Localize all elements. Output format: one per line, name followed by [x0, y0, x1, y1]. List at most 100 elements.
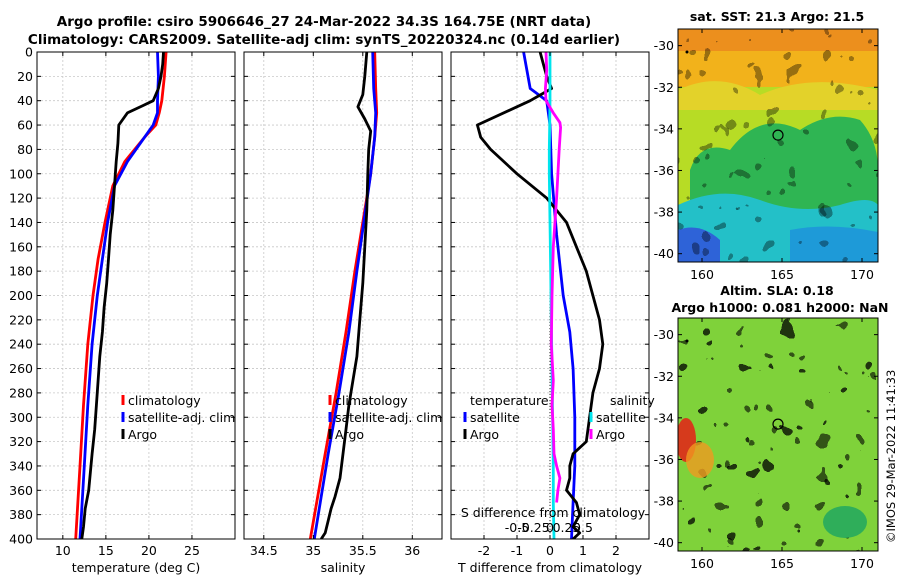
legend-label: climatology — [128, 393, 201, 408]
x-tick-label: 15 — [98, 543, 114, 558]
x-tick-label: 25 — [184, 543, 200, 558]
x-tick-label-top: 0.25 — [553, 520, 581, 535]
y-tick-label: 260 — [9, 361, 33, 376]
sst-map-axes: -30 -32 -34 -36 -38 -40 160 165 170 — [654, 29, 878, 282]
profile-panel-1: 0 20 40 60 80 100 120 140 160 180 200 220 240 260 280 3… — [9, 45, 236, 575]
x-tick-label: 10 — [55, 543, 71, 558]
x-axis-label: T difference from climatology — [457, 560, 643, 575]
y-tick-label: 280 — [9, 385, 33, 400]
x-axis-label: temperature (deg C) — [72, 560, 201, 575]
series-argo — [320, 52, 373, 539]
y-tick-label: 160 — [9, 239, 33, 254]
profile-panel-2: 34.5 35 35.5 36 salinity climatology satellite… — [243, 51, 443, 575]
profile-panel-3: -2 -1 0 1 2 T difference from climatology S di… — [450, 51, 655, 575]
series-argo — [80, 52, 165, 539]
lon-tick-label: 165 — [770, 556, 794, 571]
y-tick-label: 220 — [9, 312, 33, 327]
lat-tick-label: -30 — [654, 327, 674, 342]
sla-map-axes: -30 -32 -34 -36 -38 -40 160 165 170 — [654, 318, 878, 571]
x-tick-label: 34.5 — [250, 543, 278, 558]
legend-label: Argo — [596, 427, 625, 442]
x-tick-label-top: -0.5 — [505, 520, 529, 535]
legend-label: Argo — [335, 427, 364, 442]
lat-tick-label: -40 — [654, 535, 674, 550]
series-salinity-argo — [544, 52, 562, 503]
y-tick-label: 20 — [17, 69, 33, 84]
lat-tick-label: -34 — [654, 410, 674, 425]
imos-credit: ©IMOS 29-Mar-2022 11:41:33 — [881, 348, 900, 548]
sla-island-dot — [685, 339, 689, 343]
sst-texture-green — [678, 29, 878, 262]
legend-label: satellite — [596, 410, 646, 425]
series-group — [308, 52, 379, 539]
x-tick-label: 2 — [612, 543, 620, 558]
legend-label: satellite-adj. clim — [335, 410, 442, 425]
lat-tick-label: -36 — [654, 163, 674, 178]
series-climatology — [74, 52, 168, 539]
sla-argo-position-marker — [772, 418, 784, 430]
x-tick-label-top: -0.25 — [517, 520, 549, 535]
sla-orange-anomaly — [686, 442, 714, 478]
y-tick-label: 240 — [9, 337, 33, 352]
series-temperature-satellite — [522, 52, 577, 539]
y-tick-label: 320 — [9, 434, 33, 449]
lat-tick-label: -36 — [654, 452, 674, 467]
sst-map — [678, 29, 878, 262]
sst-argo-position-marker — [772, 129, 784, 141]
x-tick-label: 35.5 — [349, 543, 377, 558]
y-tick-label: 140 — [9, 215, 33, 230]
y-tick-label: 0 — [25, 45, 33, 60]
legend-title: temperature — [470, 393, 549, 408]
sst-island-dot — [685, 50, 689, 54]
lon-tick-label: 160 — [690, 267, 714, 282]
lat-tick-label: -40 — [654, 246, 674, 261]
sst-map-title: sat. SST: 21.3 Argo: 21.5 — [689, 9, 865, 24]
x-tick-label: -1 — [511, 543, 523, 558]
x-tick-label: -2 — [478, 543, 490, 558]
y-tick-label: 100 — [9, 166, 33, 181]
legend-label: satellite-adj. clim — [128, 410, 235, 425]
legend-title: salinity — [610, 393, 655, 408]
series-temperature-argo — [475, 52, 605, 539]
argo-height-title: Argo h1000: 0.081 h2000: NaN — [671, 300, 889, 315]
x-tick-label: 20 — [141, 543, 157, 558]
y-tick-label: 80 — [17, 142, 33, 157]
climatology-title: Climatology: CARS2009. Satellite-adj cli… — [27, 32, 621, 48]
x-tick-label-top: 0.5 — [573, 520, 593, 535]
y-tick-label: 360 — [9, 483, 33, 498]
lon-tick-label: 170 — [850, 267, 874, 282]
y-tick-label: 300 — [9, 410, 33, 425]
credit-text: ©IMOS 29-Mar-2022 11:41:33 — [884, 369, 898, 543]
lon-tick-label: 160 — [690, 556, 714, 571]
series-satellite-adj-clim — [312, 52, 378, 539]
sla-map-frame — [677, 317, 879, 552]
y-tick-label: 40 — [17, 93, 33, 108]
y-tick-label: 200 — [9, 288, 33, 303]
x-tick-label: 0 — [546, 543, 554, 558]
series-group — [475, 52, 605, 539]
series-group — [74, 52, 168, 539]
lat-tick-label: -38 — [654, 494, 674, 509]
y-tick-label: 60 — [17, 118, 33, 133]
x-axis-label-top: S difference from climatology — [461, 505, 646, 520]
lon-tick-label: 165 — [770, 267, 794, 282]
lon-tick-label: 170 — [850, 556, 874, 571]
lat-tick-label: -32 — [654, 80, 674, 95]
x-axis-label: salinity — [321, 560, 366, 575]
sla-map-title: Altim. SLA: 0.18 — [720, 283, 834, 298]
sla-green-anomaly — [823, 506, 867, 538]
lat-tick-label: -38 — [654, 205, 674, 220]
legend-label: Argo — [128, 427, 157, 442]
x-tick-label: 36 — [404, 543, 420, 558]
sst-map-frame — [677, 28, 879, 263]
x-tick-label-top: 0 — [546, 520, 554, 535]
legend-label: satellite — [470, 410, 520, 425]
x-tick-label: 35 — [305, 543, 321, 558]
x-tick-label: 1 — [579, 543, 587, 558]
lat-tick-label: -32 — [654, 369, 674, 384]
sla-map — [678, 318, 878, 551]
y-tick-label: 180 — [9, 264, 33, 279]
y-tick-label: 400 — [9, 532, 33, 547]
y-tick-label: 120 — [9, 191, 33, 206]
